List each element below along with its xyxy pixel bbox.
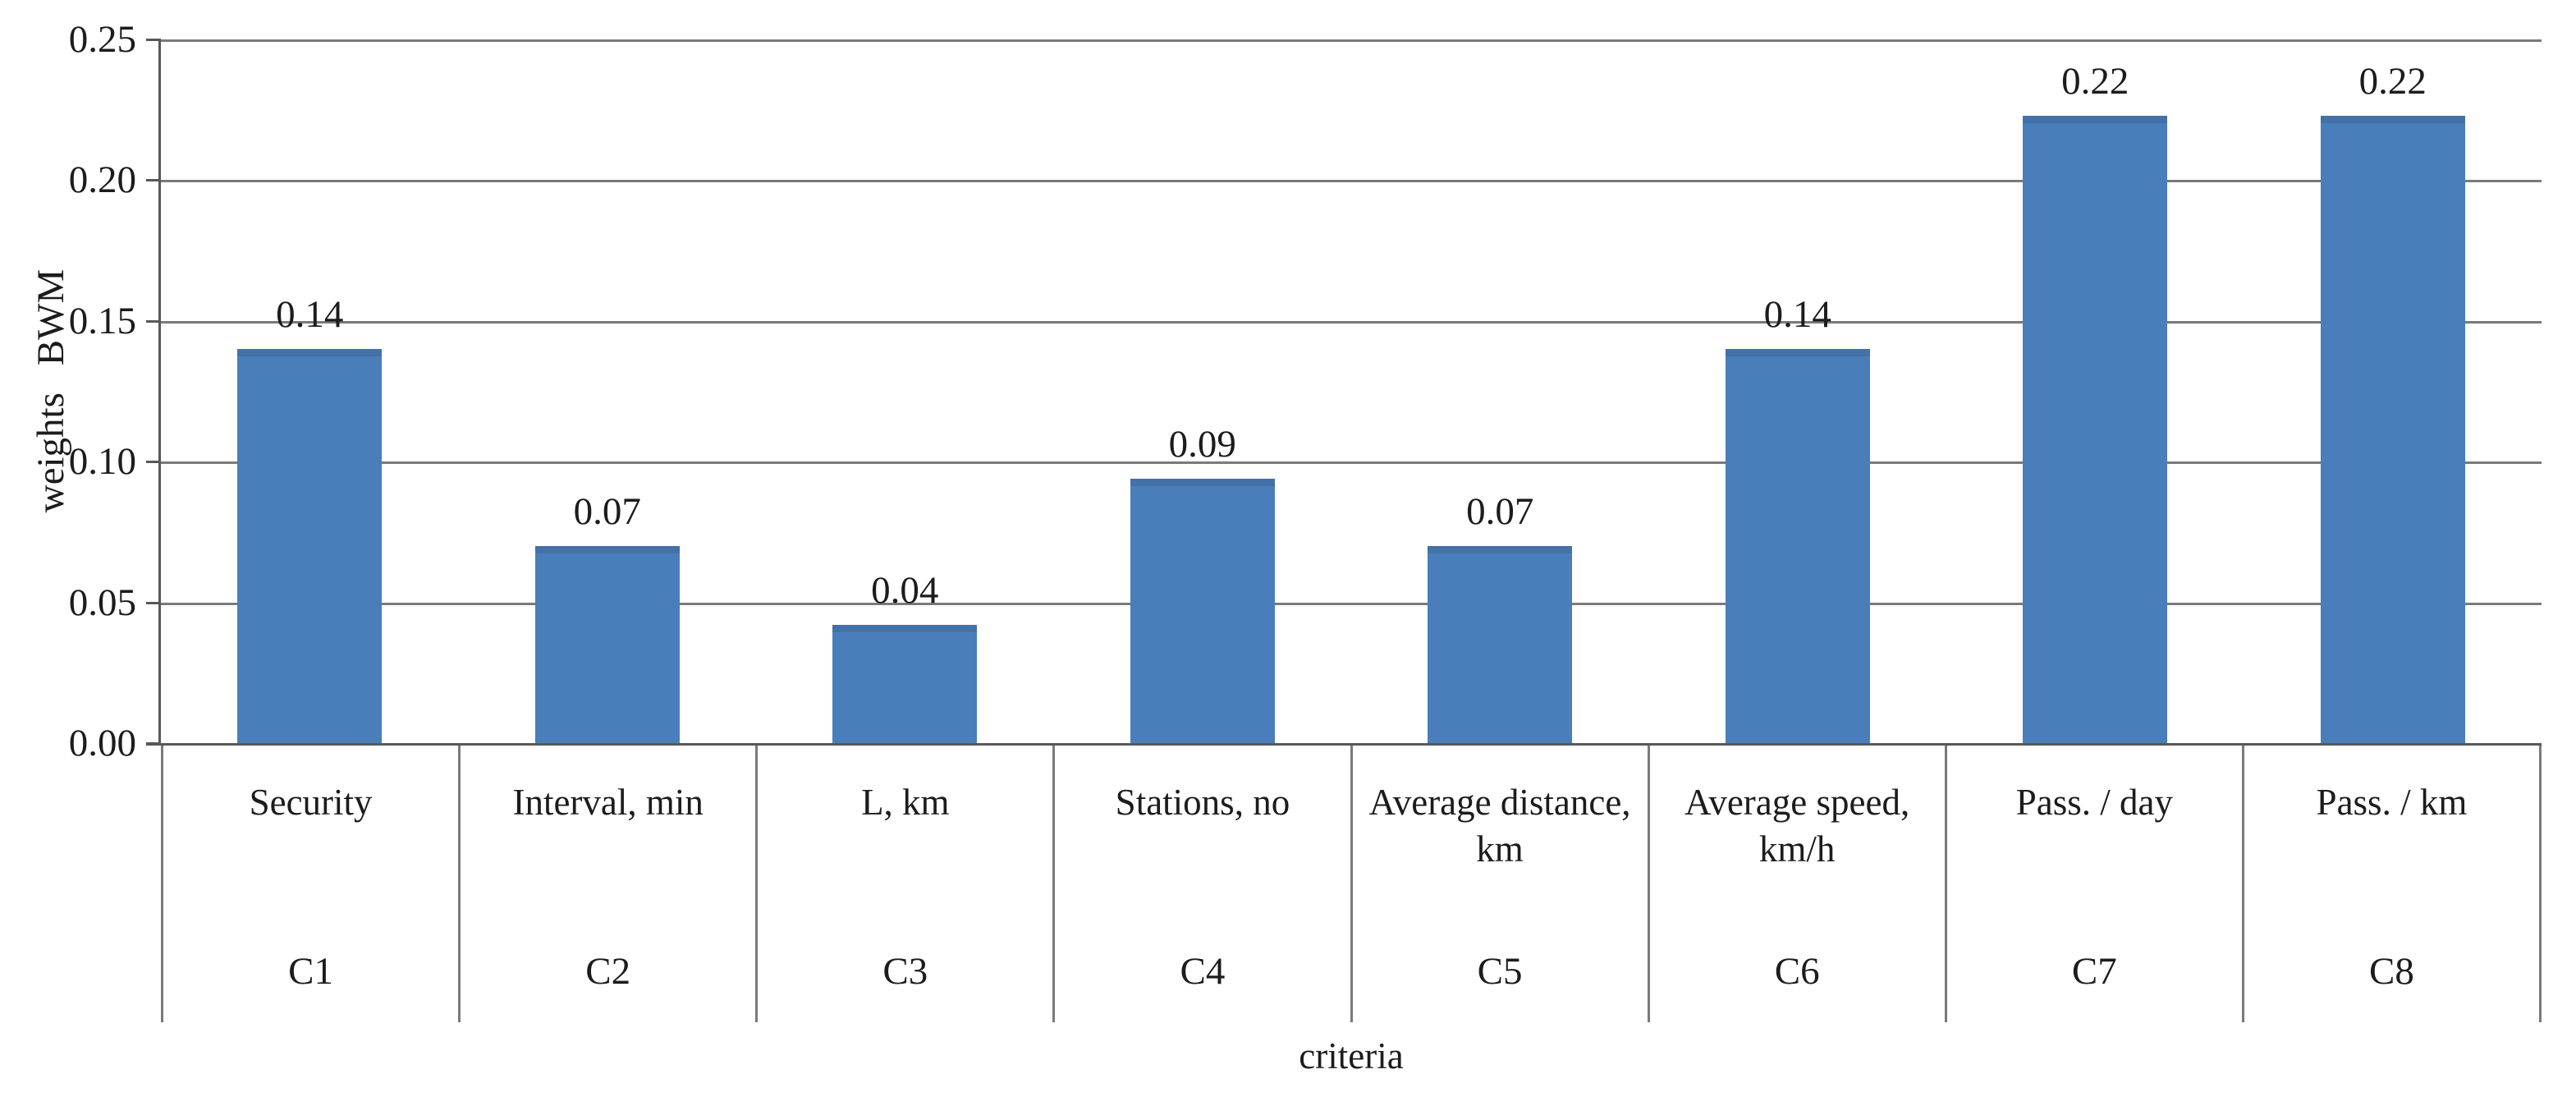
category-code: C1	[288, 950, 333, 993]
y-tick-label: 0.00	[68, 722, 136, 764]
gridline-0.15	[161, 321, 2542, 324]
bar-column: 0.09	[1054, 39, 1352, 743]
category-code: C3	[882, 950, 928, 993]
bar	[2320, 116, 2465, 743]
bar	[1725, 349, 1870, 743]
bar-column: 0.14	[1649, 39, 1947, 743]
y-tick-mark-0.05	[146, 602, 161, 604]
y-tick-mark-0.15	[146, 320, 161, 323]
gridline-0.25	[161, 39, 2542, 42]
gridline-0.05	[161, 603, 2542, 605]
bar-column: 0.14	[161, 39, 459, 743]
y-tick-label: 0.15	[68, 300, 136, 342]
y-tick-label: 0.05	[68, 581, 136, 624]
y-tick-label: 0.25	[68, 18, 136, 61]
bar-value-label: 0.04	[871, 569, 939, 612]
category-name: Pass. / km	[2316, 782, 2468, 823]
category-cell: L, km C3	[755, 743, 1052, 1022]
category-code: C6	[1774, 950, 1820, 993]
category-cell: Average speed, km/h C6	[1647, 743, 1945, 1022]
category-cell: Average distance, km C5	[1350, 743, 1648, 1022]
y-axis-line	[158, 39, 161, 743]
bar-value-label: 0.22	[2358, 60, 2427, 103]
gridline-0.10	[161, 461, 2542, 464]
category-axis-table: Security C1 Interval, min C2 L, km C3 Stations…	[161, 743, 2542, 1022]
gridline-0.20	[161, 180, 2542, 182]
category-name: Stations, no	[1115, 782, 1290, 823]
bar-value-label: 0.22	[2061, 60, 2129, 103]
category-name: Average speed, km/h	[1684, 782, 1910, 870]
bar-column: 0.07	[1351, 39, 1649, 743]
category-cell: Pass. / day C7	[1944, 743, 2242, 1022]
y-tick-mark-0.10	[146, 461, 161, 463]
category-name: L, km	[861, 782, 950, 823]
bar	[237, 349, 383, 743]
bar-column: 0.22	[1946, 39, 2244, 743]
bar-column: 0.07	[459, 39, 757, 743]
y-tick-mark-0.25	[146, 39, 161, 41]
category-code: C5	[1477, 950, 1523, 993]
bar-value-label: 0.09	[1168, 423, 1236, 466]
bar	[832, 625, 978, 743]
category-code: C8	[2369, 950, 2414, 993]
plot-area: 0.25 0.20 0.15 0.10 0.05 0.00 0.14 0.07 0.04 0.0…	[69, 18, 2542, 764]
category-name: Pass. / day	[2015, 782, 2173, 823]
bar	[1428, 546, 1573, 743]
category-code: C7	[2071, 950, 2117, 993]
bar-column: 0.22	[2244, 39, 2542, 743]
y-tick-mark-0.20	[146, 179, 161, 181]
category-cell: Interval, min C2	[458, 743, 755, 1022]
category-code: C4	[1180, 950, 1226, 993]
category-cell: Security C1	[161, 743, 458, 1022]
bars-layer: 0.14 0.07 0.04 0.09 0.07 0.14 0.22 0.22	[161, 39, 2542, 743]
category-name: Average distance, km	[1368, 782, 1631, 870]
bar-column: 0.04	[756, 39, 1054, 743]
y-tick-label: 0.20	[68, 158, 136, 201]
bar	[2023, 116, 2168, 743]
category-cell: Pass. / km C8	[2241, 743, 2542, 1022]
category-name: Interval, min	[512, 782, 704, 823]
category-code: C2	[585, 950, 631, 993]
bar	[1130, 479, 1275, 743]
bar-value-label: 0.07	[1466, 490, 1534, 533]
bar	[534, 546, 680, 743]
bar-value-label: 0.14	[1763, 293, 1831, 336]
bar-value-label: 0.14	[276, 293, 344, 336]
x-axis-title: criteria	[1299, 1035, 1404, 1076]
category-name: Security	[249, 782, 373, 823]
y-tick-label: 0.10	[68, 440, 136, 483]
bar-value-label: 0.07	[573, 490, 641, 533]
x-axis-line	[146, 743, 2542, 746]
category-cell: Stations, no C4	[1052, 743, 1350, 1022]
